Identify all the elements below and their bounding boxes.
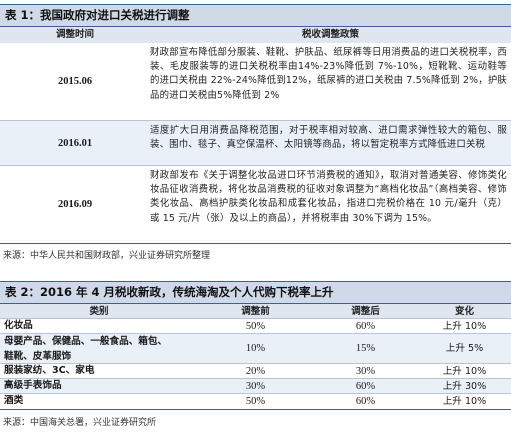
table2-row: 化妆品 50% 60% 上升 10% [0,319,511,334]
table2-row-change: 上升 10% [442,366,487,377]
table2-row-category: 酒类 [4,395,24,406]
table1-title: 表 1：我国政府对进口关税进行调整 [0,4,511,27]
table2-row-category: 母婴产品、保健品、一般食品、箱包、鞋靴、皮革服饰 [4,336,168,362]
table2-row-before: 50% [245,321,266,332]
table2-row-change: 上升 10% [442,396,487,407]
table1-header-time: 调整时间 [55,29,94,40]
table1-row: 2015.06 财政部宣布降低部分服装、鞋靴、护肤品、纸尿裤等日用消费品的进口关… [0,43,511,121]
table1-row-year: 2016.09 [57,199,93,210]
table2-row-category: 化妆品 [4,320,33,331]
table1-row-text: 财政部宣布降低部分服装、鞋靴、护肤品、纸尿裤等日用消费品的进口关税税率，西装、毛… [150,47,507,101]
table2-row-change: 上升 5% [445,343,484,354]
table2-header-category: 类别 [89,306,109,317]
table2-row-after: 60% [355,321,376,332]
table2-row: 母婴产品、保健品、一般食品、箱包、鞋靴、皮革服饰 10% 15% 上升 5% [0,334,511,364]
table2-row-before: 10% [245,343,266,354]
table1-row-year: 2016.01 [57,137,93,149]
table2-row-after: 60% [355,396,376,407]
table2-row: 高级手表饰品 30% 60% 上升 30% [0,379,511,394]
table2-row-category: 服装家纺、3C、家电 [4,365,95,376]
table1-row-year: 2015.06 [57,76,93,87]
table2-header-after: 调整后 [351,306,380,317]
table2-header-before: 调整前 [241,306,270,317]
table2-row-before: 50% [245,396,266,407]
table1-row-text: 适度扩大日用消费品降税范围，对于税率相对较高、进口需求弹性较大的箱包、服装、围巾… [150,125,507,151]
table2-header: 类别 调整前 调整后 变化 [0,304,511,319]
table2-row-change: 上升 10% [442,321,487,332]
table2-source: 来源：中国海关总署，兴业证券研究所 [3,418,157,428]
table2-row-before: 30% [245,381,266,392]
table2-row-category: 高级手表饰品 [4,380,62,391]
table2-row-after: 15% [355,343,376,354]
table1-header: 调整时间 税收调整政策 [0,27,511,43]
table2-row-change: 上升 30% [442,381,487,392]
table1-header-policy: 税收调整政策 [301,29,359,40]
table2-row-before: 20% [245,366,266,377]
table1-row-text: 财政部发布《关于调整化妆品进口环节消费税的通知》，取消对普通美容、修饰类化妆品征… [150,170,507,224]
table1-source: 来源：中华人民共和国财政部，兴业证券研究所整理 [3,251,211,261]
table2-row: 服装家纺、3C、家电 20% 30% 上升 10% [0,364,511,379]
table2-row-after: 30% [355,366,376,377]
table2-title: 表 2：2016 年 4 月税收新政，传统海淘及个人代购下税率上升 [0,281,511,304]
table1-row: 2016.01 适度扩大日用消费品降税范围，对于税率相对较高、进口需求弹性较大的… [0,121,511,166]
table2-header-change: 变化 [454,306,474,317]
table2-row-after: 60% [355,381,376,392]
table2-row: 酒类 50% 60% 上升 10% [0,394,511,410]
table1-row: 2016.09 财政部发布《关于调整化妆品进口环节消费税的通知》，取消对普通美容… [0,166,511,244]
